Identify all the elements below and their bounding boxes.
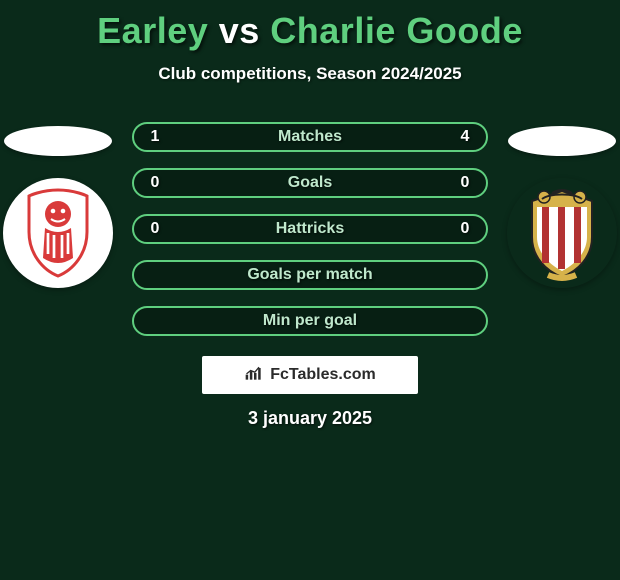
brand-text: FcTables.com (270, 366, 376, 384)
vs-text: vs (208, 10, 270, 51)
subtitle: Club competitions, Season 2024/2025 (0, 64, 620, 84)
brand-badge: FcTables.com (202, 356, 418, 394)
chart-icon (244, 364, 264, 387)
stat-left-value: 0 (148, 220, 162, 238)
player1-club-badge (3, 178, 113, 288)
comparison-title: Earley vs Charlie Goode (0, 0, 620, 52)
player-right-slot (502, 126, 620, 288)
stat-row-min-per-goal: Min per goal (132, 306, 488, 336)
stat-label: Goals (134, 174, 486, 192)
player-left-slot (0, 126, 118, 288)
stat-left-value: 0 (148, 174, 162, 192)
stat-right-value: 0 (458, 220, 472, 238)
stat-label: Goals per match (134, 266, 486, 284)
stat-right-value: 4 (458, 128, 472, 146)
date: 3 january 2025 (0, 408, 620, 429)
stat-label: Matches (134, 128, 486, 146)
player2-name: Charlie Goode (270, 10, 523, 51)
stat-row-goals-per-match: Goals per match (132, 260, 488, 290)
player2-photo (508, 126, 616, 156)
stats-container: 1 Matches 4 0 Goals 0 0 Hattricks 0 Goal… (132, 122, 488, 352)
stat-row-matches: 1 Matches 4 (132, 122, 488, 152)
stat-label: Hattricks (134, 220, 486, 238)
player1-name: Earley (97, 10, 208, 51)
stat-label: Min per goal (134, 312, 486, 330)
stat-left-value: 1 (148, 128, 162, 146)
player2-club-badge (507, 178, 617, 288)
stat-row-hattricks: 0 Hattricks 0 (132, 214, 488, 244)
stat-right-value: 0 (458, 174, 472, 192)
stat-row-goals: 0 Goals 0 (132, 168, 488, 198)
player1-photo (4, 126, 112, 156)
